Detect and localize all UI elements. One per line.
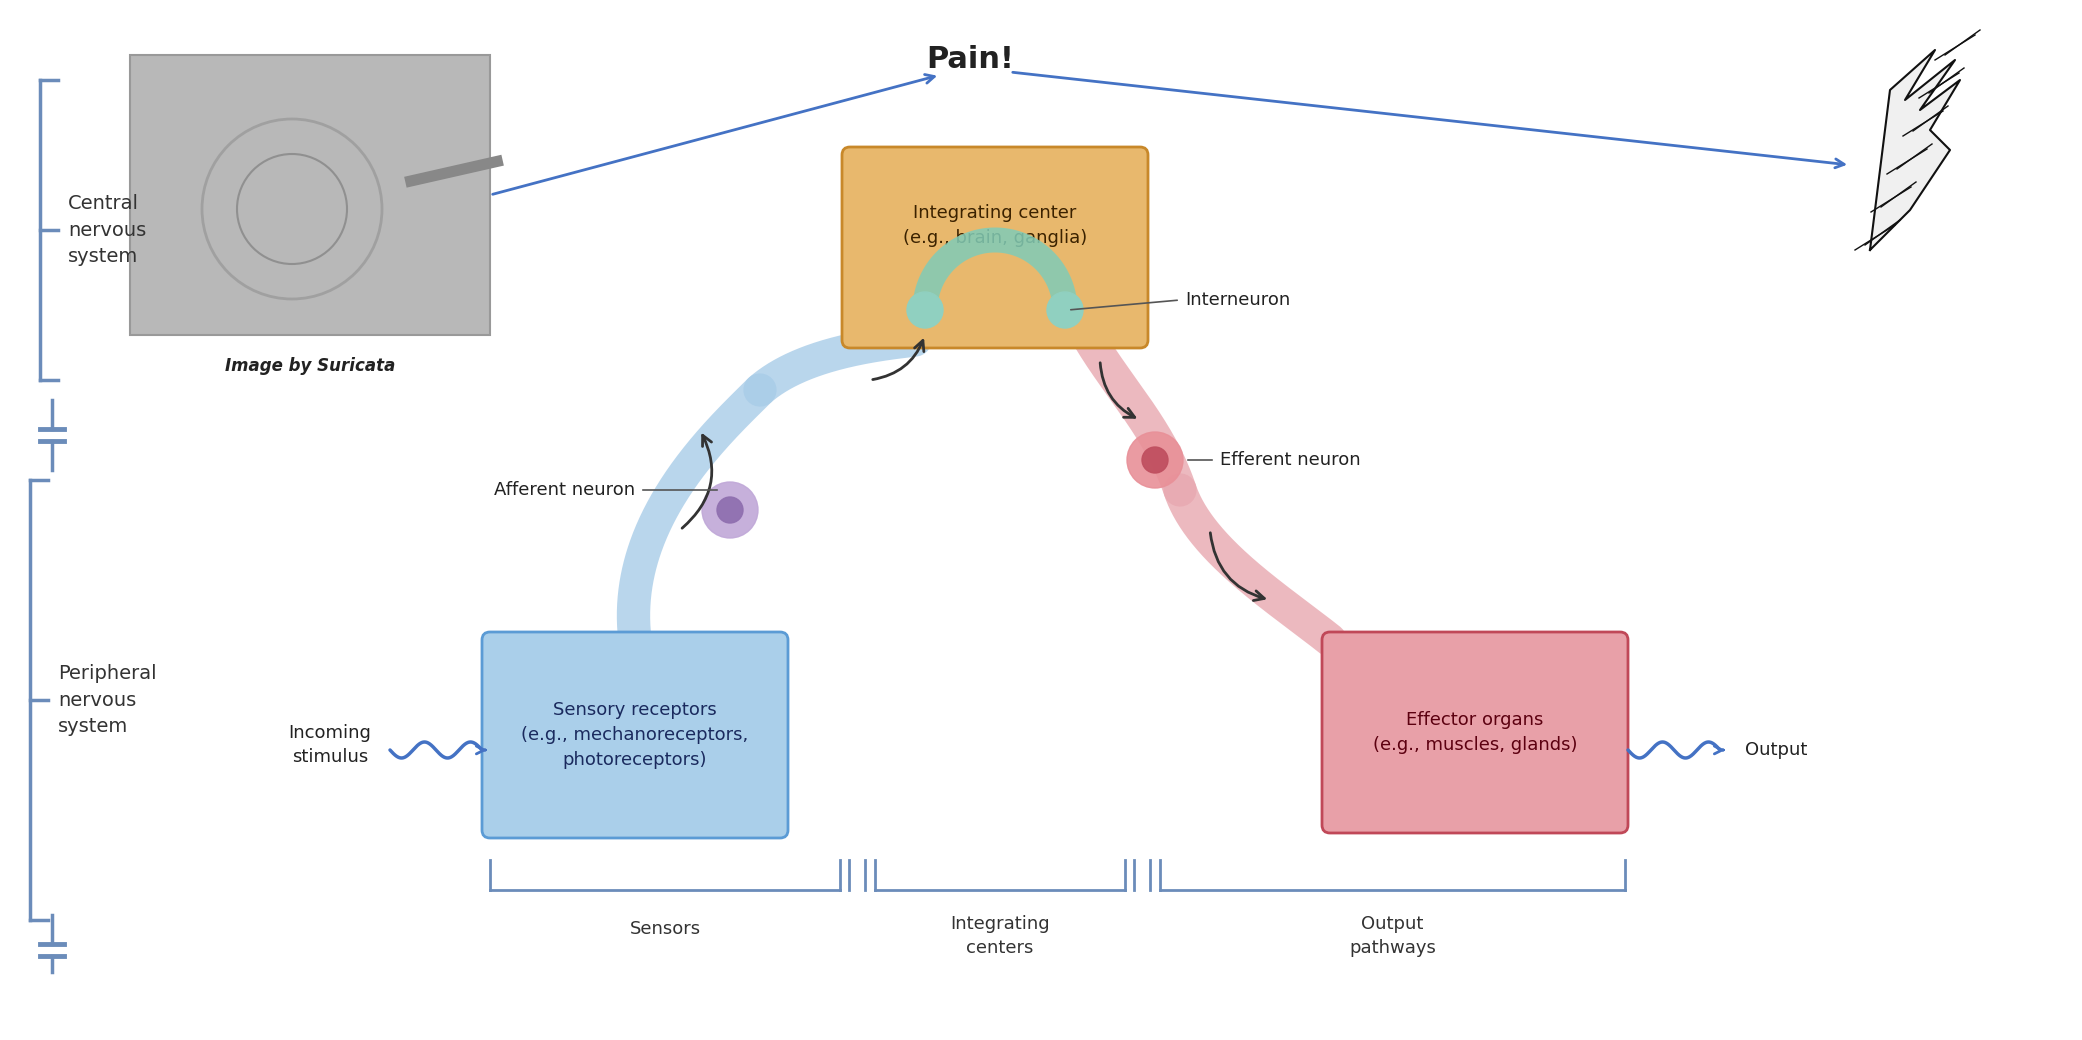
Text: Central
nervous
system: Central nervous system bbox=[69, 194, 146, 266]
FancyBboxPatch shape bbox=[841, 147, 1147, 348]
FancyBboxPatch shape bbox=[1322, 632, 1628, 833]
Text: Integrating center
(e.g., brain, ganglia): Integrating center (e.g., brain, ganglia… bbox=[904, 204, 1087, 246]
Polygon shape bbox=[1870, 50, 1959, 250]
Text: Sensors: Sensors bbox=[629, 920, 700, 938]
Text: Output: Output bbox=[1745, 740, 1807, 759]
Text: Incoming
stimulus: Incoming stimulus bbox=[289, 724, 371, 766]
Text: Integrating
centers: Integrating centers bbox=[949, 915, 1049, 957]
Circle shape bbox=[702, 482, 758, 538]
Text: Image by Suricata: Image by Suricata bbox=[225, 357, 396, 375]
Text: Sensory receptors
(e.g., mechanoreceptors,
photoreceptors): Sensory receptors (e.g., mechanoreceptor… bbox=[520, 701, 750, 769]
Text: Effector organs
(e.g., muscles, glands): Effector organs (e.g., muscles, glands) bbox=[1372, 711, 1578, 754]
FancyBboxPatch shape bbox=[483, 632, 787, 838]
Text: Afferent neuron: Afferent neuron bbox=[493, 480, 635, 499]
Circle shape bbox=[1143, 447, 1168, 473]
Circle shape bbox=[716, 497, 743, 523]
Text: Peripheral
nervous
system: Peripheral nervous system bbox=[58, 664, 156, 736]
FancyBboxPatch shape bbox=[129, 55, 489, 335]
Circle shape bbox=[1126, 432, 1183, 488]
Text: Output
pathways: Output pathways bbox=[1349, 915, 1437, 957]
Circle shape bbox=[908, 292, 943, 328]
Text: Pain!: Pain! bbox=[926, 46, 1014, 75]
Text: Interneuron: Interneuron bbox=[1185, 291, 1291, 309]
Text: Efferent neuron: Efferent neuron bbox=[1220, 451, 1362, 469]
Circle shape bbox=[1047, 292, 1083, 328]
